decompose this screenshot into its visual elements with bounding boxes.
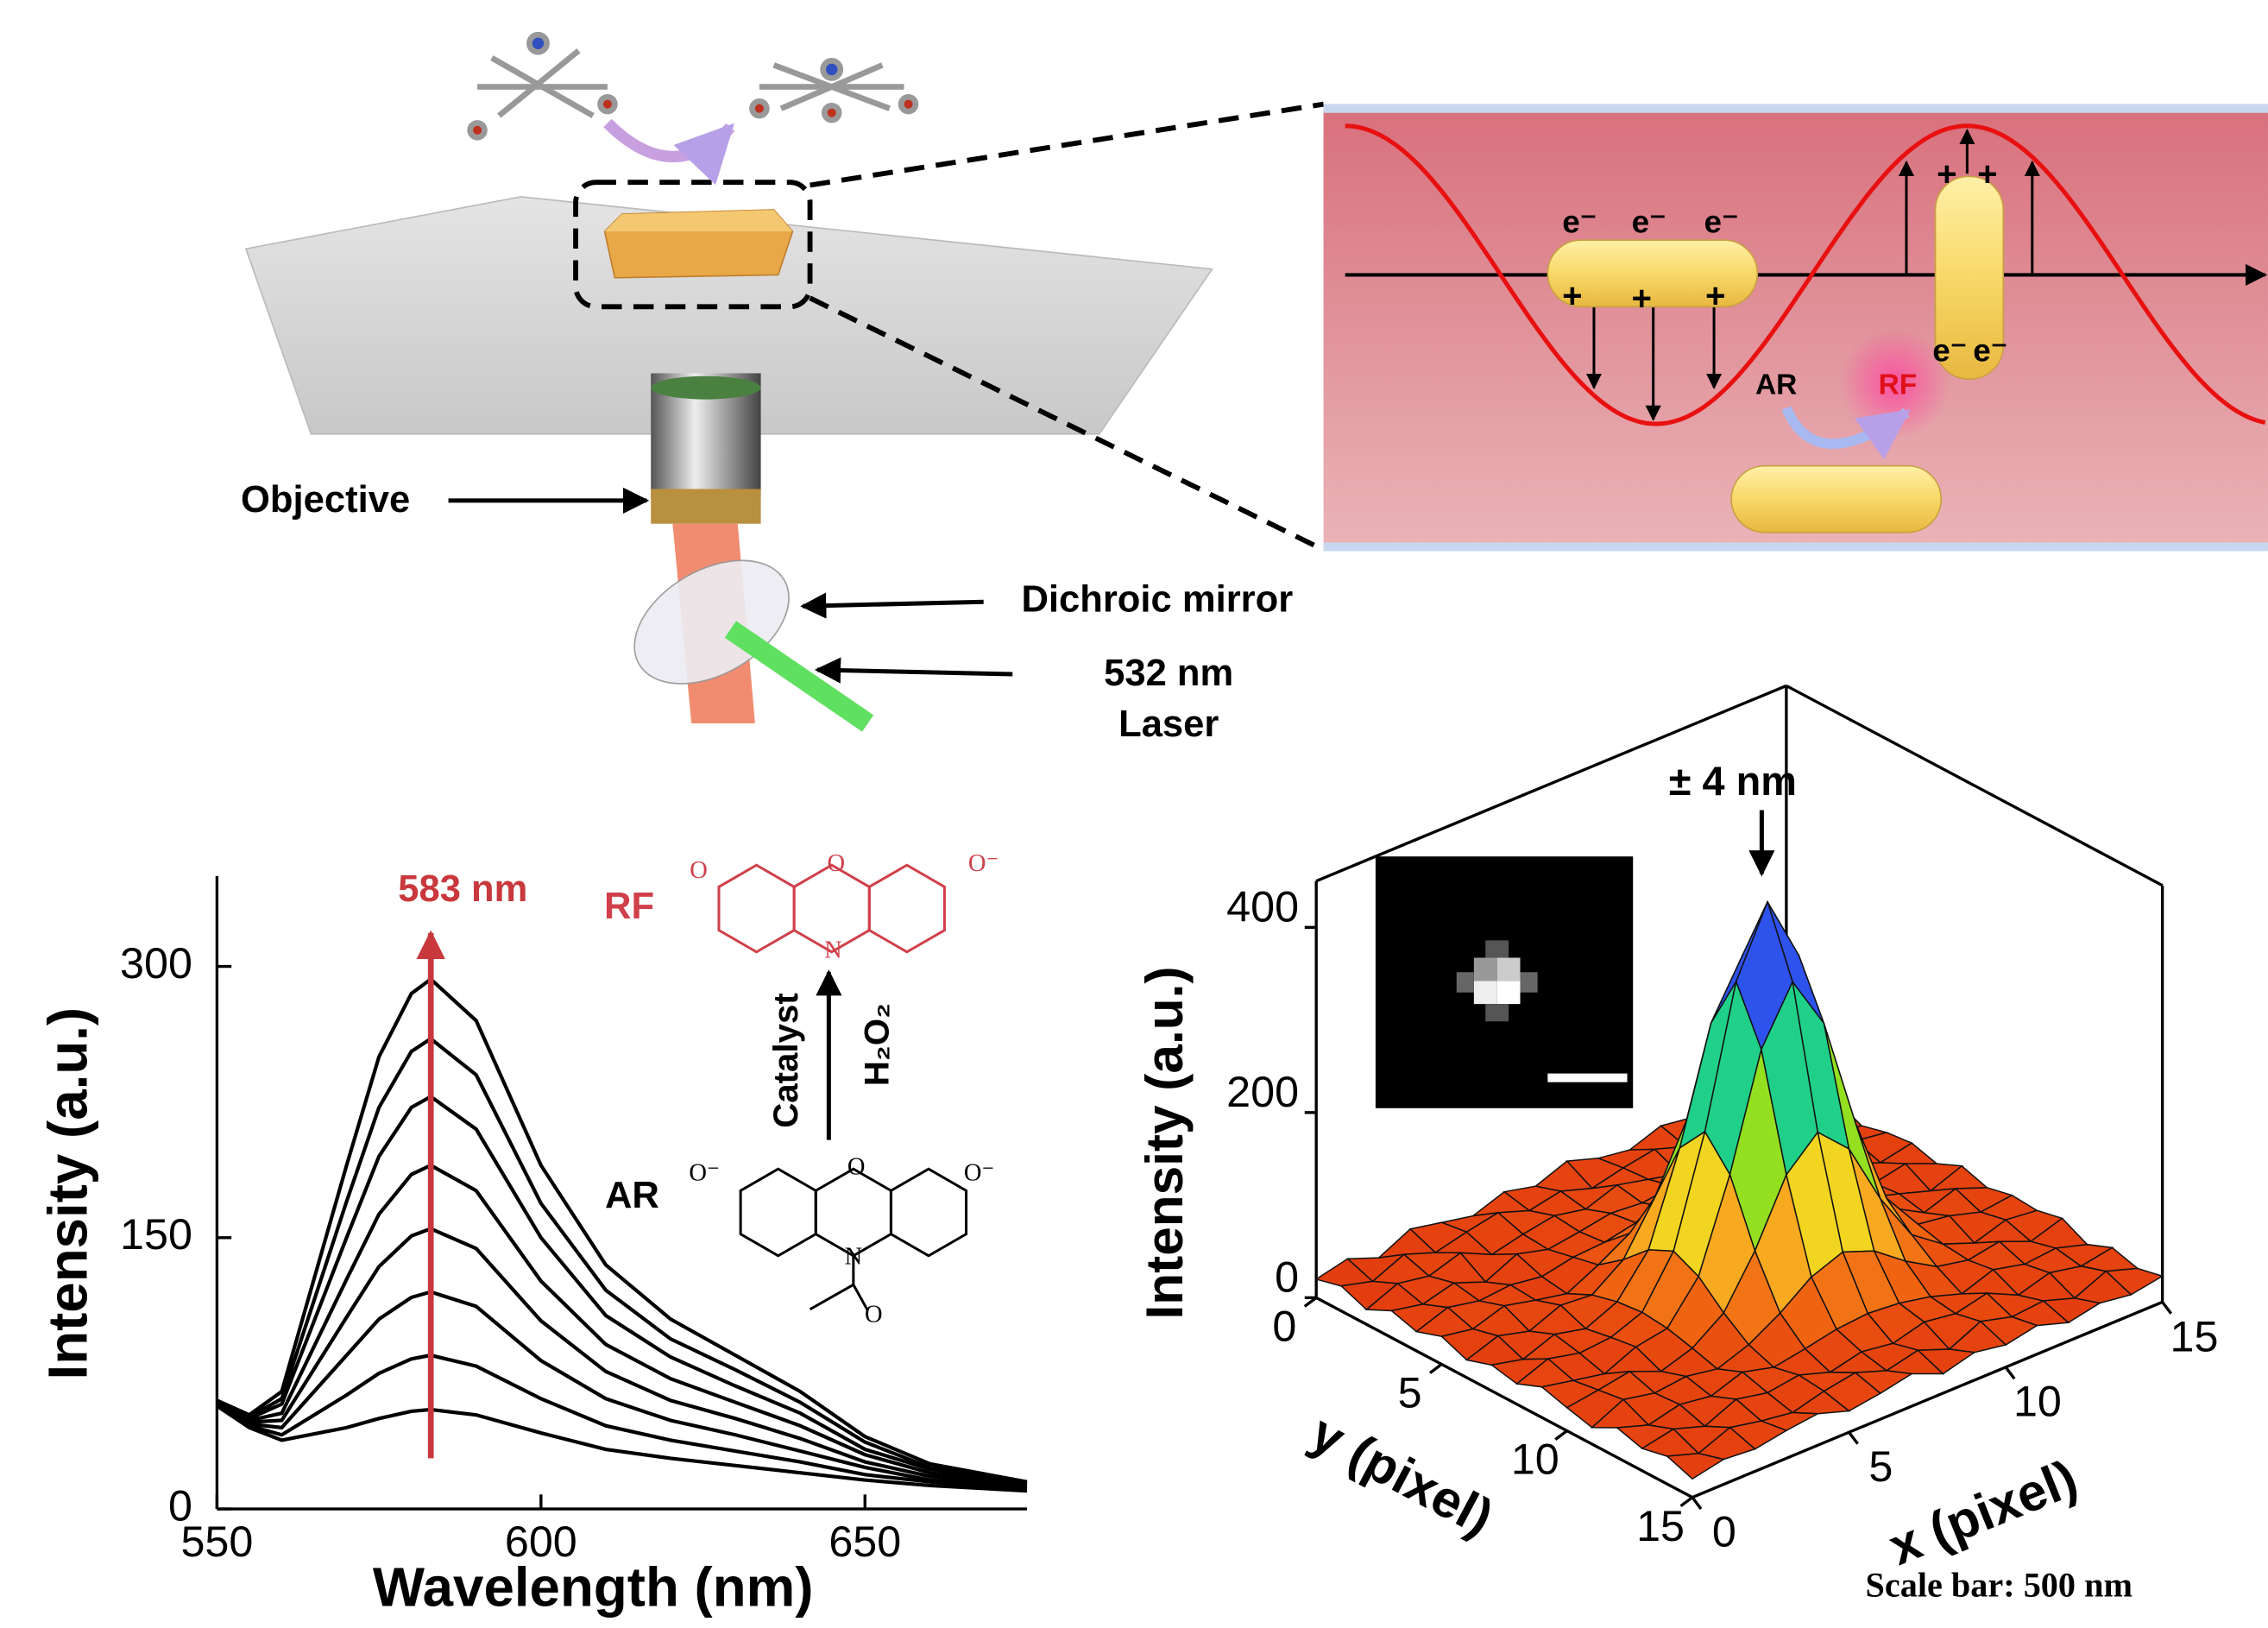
y-axis-label: y (pixel) (1301, 1403, 1503, 1547)
laser-label: 532 nm (1104, 653, 1233, 694)
z-axis-label: Intensity (a.u.) (1135, 967, 1194, 1320)
atom-label: N (845, 1244, 863, 1271)
x-axis-label: x (pixel) (1881, 1448, 2085, 1576)
ring (891, 1169, 966, 1256)
charge-label: + (1937, 155, 1957, 193)
y-axis-label: Intensity (a.u.) (38, 1007, 99, 1380)
x-tick-label: 15 (2170, 1311, 2219, 1360)
charge-label: + (1632, 279, 1653, 318)
z-tick-label: 200 (1226, 1067, 1299, 1116)
x-tick-label: 10 (2013, 1377, 2062, 1426)
electron-label: e⁻ (1562, 205, 1597, 240)
atom-label: O (690, 857, 708, 884)
z-tick-label: 0 (1275, 1253, 1299, 1302)
catalyst-label: Catalyst (766, 993, 805, 1127)
scale-note: Scale bar: 500 nm (1866, 1565, 2133, 1604)
charge-label: + (1705, 276, 1726, 315)
x-tick-label: 550 (180, 1517, 253, 1566)
ring (869, 865, 944, 952)
mirror-label: Dichroic mirror (1021, 579, 1293, 621)
objective-label: Objective (241, 479, 410, 521)
peak-label: 583 nm (398, 868, 527, 910)
atom-label: O (865, 1302, 883, 1328)
x-tick-label: 5 (1868, 1442, 1893, 1491)
laser-label: Laser (1118, 704, 1219, 745)
x-tick (1692, 1498, 1701, 1509)
molecule-icons (470, 35, 916, 156)
spectrum-line (217, 1096, 1027, 1483)
atom-label: O⁻ (964, 1159, 995, 1186)
bond (810, 1284, 868, 1310)
product-label: RF (604, 886, 654, 927)
reactant-label: AR (605, 1175, 659, 1216)
electron-label: e⁻ (1632, 205, 1666, 240)
spectrum-line (217, 1228, 1027, 1487)
surface-cell (1667, 1454, 1723, 1479)
atom-label: O (827, 850, 845, 877)
z-tick-label: 400 (1226, 881, 1299, 931)
ring (719, 865, 794, 952)
x-tick-label: 650 (828, 1517, 901, 1566)
x-axis-label: Wavelength (nm) (373, 1556, 814, 1618)
spectrum-inset-graphics (1376, 856, 1633, 1108)
electron-label: e⁻ (1704, 205, 1738, 240)
y-tick-label: 15 (1636, 1501, 1685, 1550)
ring (740, 1169, 816, 1256)
y-tick-label: 5 (1398, 1368, 1422, 1417)
product-label: RF (1879, 369, 1918, 401)
y-tick-label: 10 (1511, 1435, 1559, 1484)
microscope-schematic: Objective Dichroic mirror 532 nm Laser (241, 35, 1324, 745)
x-tick (1849, 1432, 1858, 1443)
y-tick (1430, 1364, 1441, 1372)
atom-label: O⁻ (968, 850, 999, 877)
oxidant-label: H₂O₂ (858, 1003, 897, 1086)
electron-label: e⁻ (1932, 333, 1967, 369)
box-edge (1786, 685, 2163, 885)
atom-label: N (824, 937, 842, 963)
y-tick-label: 150 (120, 1209, 192, 1259)
atom-label: O (847, 1154, 866, 1181)
y-tick-label: 0 (1272, 1302, 1296, 1351)
figure: Objective Dichroic mirror 532 nm Laser A… (0, 0, 2268, 1628)
atom-label: O⁻ (689, 1159, 720, 1186)
peak-annotation: ± 4 nm (1669, 759, 1797, 804)
reactant-label: AR (1755, 369, 1797, 401)
electron-label: e⁻ (1973, 333, 2007, 369)
charge-label: + (1562, 276, 1583, 315)
spectrum-line (217, 1355, 1027, 1489)
wave-panel: AR RF e⁻e⁻e⁻e⁻e⁻+++++ (1324, 104, 2268, 550)
charge-label: + (1977, 155, 1997, 193)
x-tick-label: 0 (1712, 1507, 1736, 1556)
y-tick-label: 300 (120, 938, 192, 988)
